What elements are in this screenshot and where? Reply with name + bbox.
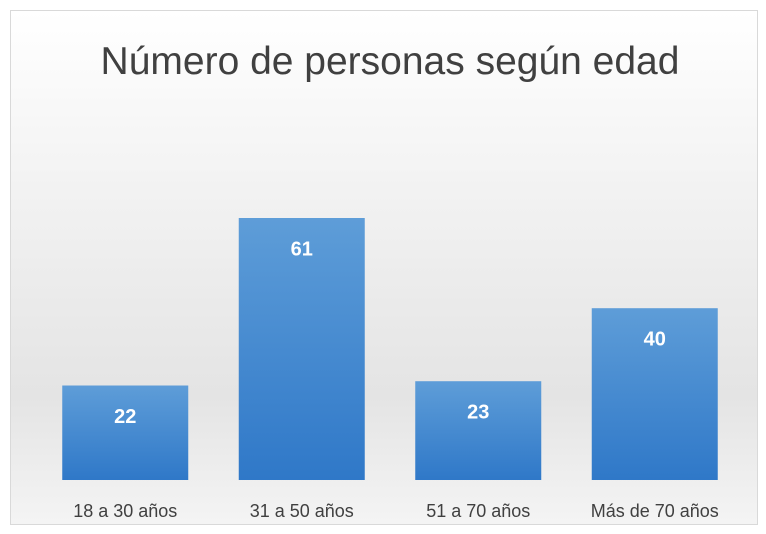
data-label: 22 (114, 406, 136, 428)
bar (591, 308, 718, 480)
data-label: 40 (644, 328, 666, 350)
chart-title: Número de personas según edad (100, 40, 680, 83)
x-tick-label: 31 a 50 años (250, 501, 354, 521)
x-tick-label: 18 a 30 años (73, 501, 177, 521)
bar (415, 381, 542, 480)
bar (238, 218, 365, 480)
data-label: 61 (291, 238, 313, 260)
x-tick-label: 51 a 70 años (426, 501, 530, 521)
bar (62, 385, 189, 480)
data-label: 23 (467, 401, 489, 423)
x-tick-label: Más de 70 años (591, 501, 719, 521)
